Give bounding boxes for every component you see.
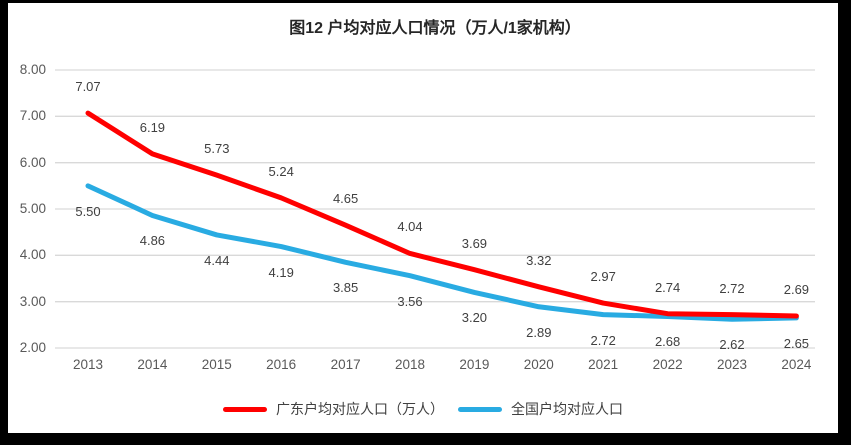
chart-surface: 图12 户均对应人口情况（万人/1家机构） 8.00 7.00 6.00 5.00 4.…: [8, 3, 838, 433]
legend-label-guangdong: 广东户均对应人口（万人）: [276, 401, 444, 417]
legend-item-national: 全国户均对应人口: [458, 399, 623, 419]
legend-marker-national-icon: [458, 406, 502, 412]
chart-title: 图12 户均对应人口情况（万人/1家机构）: [289, 20, 581, 37]
legend-marker-guangdong-icon: [223, 406, 267, 412]
legend: 广东户均对应人口（万人） 全国户均对应人口: [8, 399, 838, 419]
series-line: [85, 110, 799, 319]
series-line: [85, 183, 799, 322]
plot-area: [55, 69, 815, 349]
legend-item-guangdong: 广东户均对应人口（万人）: [223, 399, 444, 419]
legend-label-national: 全国户均对应人口: [511, 401, 623, 417]
